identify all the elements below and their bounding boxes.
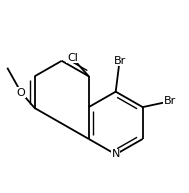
- Text: O: O: [17, 88, 26, 98]
- Text: Br: Br: [164, 96, 176, 106]
- Text: N: N: [112, 149, 120, 159]
- Text: Br: Br: [113, 56, 126, 66]
- Text: Cl: Cl: [67, 53, 78, 63]
